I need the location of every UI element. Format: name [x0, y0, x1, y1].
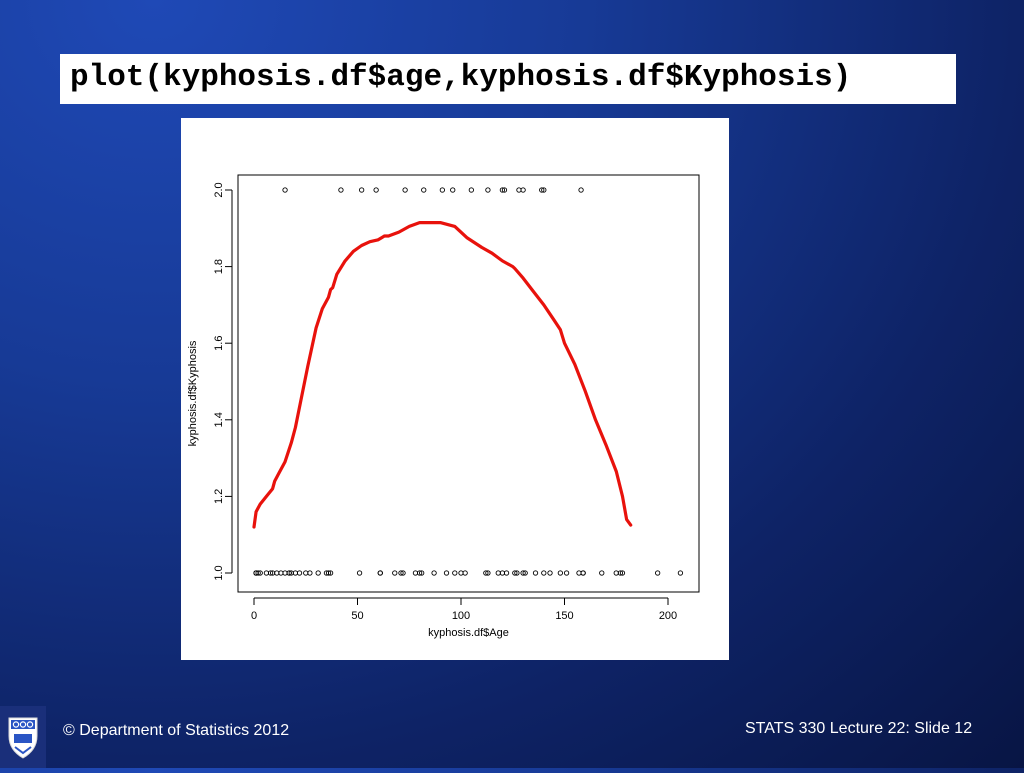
- data-point: [400, 570, 406, 576]
- data-point: [520, 187, 526, 193]
- code-title: plot(kyphosis.df$age,kyphosis.df$Kyphosi…: [70, 60, 852, 95]
- data-point: [512, 570, 518, 576]
- data-point: [541, 187, 547, 193]
- smooth-curve-line: [252, 221, 633, 529]
- data-point: [257, 570, 263, 576]
- data-point: [296, 570, 303, 576]
- data-point: [421, 187, 427, 193]
- data-point: [532, 570, 539, 576]
- footer-slide-number: STATS 330 Lecture 22: Slide 12: [745, 720, 973, 737]
- data-point: [377, 570, 383, 576]
- y-axis-label: kyphosis.df$Kyphosis: [187, 340, 199, 446]
- data-point: [547, 570, 553, 576]
- data-point: [356, 570, 363, 576]
- data-point: [522, 570, 528, 576]
- data-point: [501, 187, 508, 193]
- plot-panel: 0 50 100 150 200 1.0 1.2 1.4 1.6 1.8 2.0 kyphosis.d…: [181, 118, 729, 660]
- data-point: [286, 570, 292, 576]
- data-point: [452, 570, 458, 576]
- data-point: [677, 570, 684, 576]
- data-point: [599, 570, 605, 576]
- data-point: [402, 187, 408, 193]
- y-tick-label: 1.2: [213, 489, 225, 504]
- crest-graphic: [0, 706, 46, 768]
- data-point: [307, 570, 313, 576]
- data-point: [563, 570, 570, 576]
- data-point: [358, 187, 365, 193]
- data-point: [431, 570, 437, 576]
- data-point: [541, 570, 547, 576]
- data-point: [315, 570, 321, 576]
- y-tick-label: 2.0: [213, 182, 225, 197]
- data-point: [255, 570, 261, 576]
- data-point: [327, 570, 334, 576]
- x-tick-label: 100: [452, 610, 470, 622]
- data-point: [398, 570, 404, 576]
- data-point: [416, 570, 423, 576]
- x-tick-label: 150: [555, 610, 573, 622]
- data-point: [325, 570, 332, 576]
- x-tick-label: 200: [659, 610, 677, 622]
- data-point: [520, 570, 526, 576]
- data-point: [450, 187, 456, 193]
- scatter-plot: 0 50 100 150 200 1.0 1.2 1.4 1.6 1.8 2.0 kyphosis.d…: [187, 174, 700, 639]
- data-point: [539, 187, 545, 193]
- data-point: [578, 187, 584, 193]
- x-axis-label: kyphosis.df$Age: [428, 627, 509, 639]
- data-point: [392, 570, 398, 576]
- data-point: [443, 570, 450, 576]
- code-title-box: plot(kyphosis.df$age,kyphosis.df$Kyphosi…: [60, 54, 956, 104]
- y-tick-label: 1.4: [213, 412, 225, 427]
- data-point: [557, 570, 564, 576]
- y-tick-label: 1.8: [213, 259, 225, 274]
- data-point: [419, 570, 425, 576]
- data-point: [267, 570, 274, 576]
- y-tick-label: 1.6: [213, 336, 225, 351]
- university-crest-icon: [0, 706, 46, 768]
- plot-frame: [237, 174, 700, 593]
- data-point: [580, 570, 586, 576]
- data-point: [617, 570, 624, 576]
- footer-copyright: © Department of Statistics 2012: [63, 722, 290, 739]
- data-point: [485, 570, 491, 576]
- data-point: [468, 187, 474, 193]
- data-point: [282, 187, 288, 193]
- data-point: [483, 570, 489, 576]
- data-point: [338, 187, 344, 193]
- data-point: [619, 570, 626, 576]
- data-point: [485, 187, 491, 193]
- data-point: [373, 187, 379, 193]
- x-tick-label: 0: [251, 610, 257, 622]
- data-point: [514, 570, 520, 576]
- data-point: [654, 570, 661, 576]
- data-point: [462, 570, 468, 576]
- data-point: [503, 570, 510, 576]
- y-tick-label: 1.0: [213, 565, 225, 580]
- x-tick-label: 50: [351, 610, 363, 622]
- data-point: [439, 187, 446, 193]
- data-point: [499, 187, 506, 193]
